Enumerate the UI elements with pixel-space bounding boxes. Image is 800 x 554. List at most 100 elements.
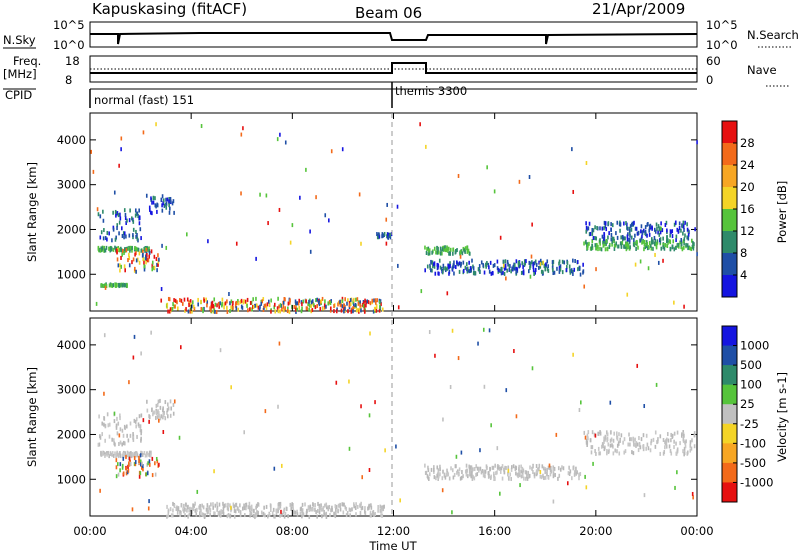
power-point (430, 259, 432, 264)
power-point (197, 297, 199, 302)
velocity-point (532, 464, 534, 469)
power-point (558, 261, 560, 266)
velocity-colorbar-segment (722, 443, 737, 464)
power-point (260, 301, 263, 306)
velocity-point (233, 508, 236, 513)
velocity-point (652, 437, 655, 442)
power-point (441, 251, 443, 256)
velocity-point (204, 513, 206, 518)
velocity-point (546, 467, 548, 472)
power-point (569, 270, 572, 275)
cpid-label: CPID (5, 88, 32, 102)
velocity-point (337, 503, 340, 508)
velocity-point (218, 502, 221, 507)
power-point (214, 302, 217, 307)
power-point (666, 235, 668, 240)
power-point (666, 243, 669, 248)
power-point (134, 266, 136, 271)
power-point (488, 269, 491, 274)
power-point (120, 264, 123, 269)
velocity-point (230, 385, 232, 390)
power-point (329, 301, 332, 306)
power-point (103, 228, 105, 233)
power-point (420, 289, 423, 294)
velocity-point (185, 502, 187, 507)
velocity-point (173, 503, 176, 508)
power-colorbar-segment (722, 231, 737, 254)
velocity-point (380, 508, 383, 513)
velocity-point (655, 382, 658, 387)
velocity-point (454, 464, 457, 469)
power-point (419, 122, 421, 127)
velocity-point (595, 451, 597, 456)
power-point (121, 252, 123, 257)
power-point (104, 285, 107, 290)
power-point (543, 264, 546, 269)
power-point (313, 303, 315, 308)
power-point (237, 298, 239, 303)
station-title: Kapuskasing (fitACF) (92, 0, 247, 18)
velocity-point (227, 507, 230, 512)
power-point (308, 303, 311, 308)
power-point (643, 239, 646, 244)
velocity-point (162, 406, 164, 411)
velocity-point (163, 410, 165, 415)
power-point (682, 224, 685, 229)
power-point (458, 261, 461, 266)
velocity-point (636, 442, 639, 447)
velocity-point (598, 451, 600, 456)
power-point (501, 266, 503, 271)
velocity-point (285, 507, 288, 512)
velocity-point (380, 505, 383, 510)
power-point (320, 299, 323, 304)
velocity-point (676, 430, 679, 435)
power-point (683, 241, 685, 246)
velocity-point (377, 505, 379, 510)
velocity-point (424, 463, 426, 468)
power-point (685, 242, 687, 247)
power-point (144, 247, 147, 252)
velocity-point (130, 454, 133, 459)
velocity-point (348, 379, 350, 384)
velocity-point (504, 465, 506, 470)
velocity-point (249, 505, 251, 510)
power-point (129, 248, 131, 253)
power-point (179, 298, 181, 303)
velocity-point (238, 508, 240, 513)
velocity-point (590, 450, 593, 455)
power-point (518, 260, 520, 265)
power-point (96, 207, 99, 212)
power-point (95, 301, 98, 306)
velocity-point (139, 471, 142, 476)
power-point (512, 264, 515, 269)
power-point (321, 296, 324, 301)
velocity-point (166, 410, 168, 415)
power-point (585, 161, 588, 166)
velocity-point (686, 451, 689, 456)
power-point (316, 297, 319, 302)
power-point (464, 249, 466, 254)
velocity-point (515, 414, 518, 419)
velocity-point (519, 473, 521, 478)
power-point (289, 298, 291, 303)
power-point (441, 247, 444, 252)
power-point (358, 308, 361, 313)
power-colorbar-segment (722, 121, 737, 144)
power-point (389, 235, 392, 240)
velocity-point (519, 483, 521, 488)
velocity-point (222, 501, 224, 506)
power-point (177, 306, 179, 311)
power-point (102, 283, 104, 288)
power-point (347, 309, 349, 314)
power-point (134, 245, 136, 250)
power-point (121, 226, 123, 231)
velocity-point (216, 507, 218, 512)
freq-tick-bottom: 8 (65, 73, 72, 87)
power-point (151, 260, 154, 265)
power-point (311, 308, 314, 313)
velocity-point (632, 436, 635, 441)
xtick-label: 16:00 (478, 524, 511, 538)
power-point (613, 238, 615, 243)
power-point (147, 258, 150, 263)
velocity-point (520, 464, 522, 469)
